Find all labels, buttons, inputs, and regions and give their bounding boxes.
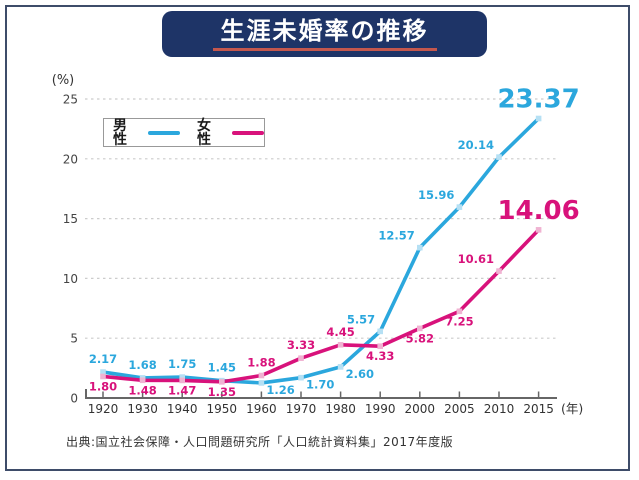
x-tick-label: 1990 (365, 402, 396, 416)
x-tick-label: 2000 (405, 402, 436, 416)
y-tick-label: 15 (63, 212, 78, 226)
source-citation: 出典:国立社会保障・人口問題研究所「人口統計資料集」2017年度版 (66, 435, 454, 449)
data-point-label: 1.35 (208, 385, 236, 399)
data-point-marker (337, 341, 344, 348)
data-point-label: 20.14 (458, 138, 494, 152)
x-tick-label: 1980 (325, 402, 356, 416)
data-point-label: 1.47 (168, 383, 196, 397)
data-point-marker (496, 154, 502, 160)
data-point-label: 2.17 (89, 352, 117, 366)
data-point-label: 10.61 (458, 252, 494, 266)
series-male-line (101, 116, 541, 385)
data-point-label: 4.45 (326, 325, 354, 339)
data-point-label: 5.57 (347, 312, 375, 326)
x-tick-label: 1940 (167, 402, 198, 416)
x-tick-label: 1960 (246, 402, 277, 416)
data-point-label: 1.80 (89, 379, 117, 393)
data-point-label: 15.96 (418, 188, 454, 202)
legend-male-label: 男性 (113, 117, 127, 148)
data-point-marker (456, 308, 463, 315)
data-point-marker (258, 380, 265, 386)
data-point-marker (417, 244, 423, 251)
data-point-label: 1.26 (266, 383, 294, 397)
data-point-marker (377, 328, 383, 335)
data-point-label: 7.25 (445, 314, 473, 328)
final-value-label: 14.06 (497, 196, 579, 226)
y-tick-label: 5 (70, 332, 78, 346)
data-point-marker (535, 227, 542, 233)
data-point-marker (298, 374, 304, 381)
x-tick-label: 1920 (88, 402, 119, 416)
data-point-marker (179, 377, 185, 384)
data-point-label: 1.68 (128, 358, 156, 372)
data-point-marker (535, 115, 542, 122)
y-axis-unit: (%) (52, 73, 75, 88)
data-point-marker (100, 369, 106, 375)
data-point-marker (496, 268, 502, 274)
data-point-label: 3.33 (287, 338, 315, 352)
data-point-label: 5.82 (406, 331, 434, 345)
data-point-label: 1.45 (208, 361, 236, 375)
data-point-label: 4.33 (366, 349, 394, 363)
page-title: 生涯未婚率の推移 (212, 17, 437, 52)
series-female-line (101, 228, 541, 384)
x-axis-unit: (年) (561, 401, 583, 416)
y-tick-label: 10 (63, 272, 78, 286)
x-tick-label: 1930 (127, 402, 158, 416)
data-point-marker (456, 204, 463, 210)
data-point-marker (258, 372, 265, 379)
y-tick-label: 25 (63, 93, 78, 107)
data-point-marker (179, 374, 185, 380)
data-point-label: 12.57 (378, 229, 414, 243)
data-point-label: 1.88 (247, 356, 275, 370)
data-point-label: 1.70 (306, 378, 334, 392)
y-tick-label: 20 (63, 152, 78, 166)
data-point-marker (298, 355, 304, 361)
final-value-label: 23.37 (497, 84, 579, 114)
data-point-marker (100, 373, 106, 380)
legend-female-label: 女性 (197, 117, 211, 148)
x-tick-label: 2010 (484, 402, 515, 416)
legend-female-line-swatch (231, 130, 264, 135)
data-point-label: 2.60 (346, 367, 374, 381)
data-point-marker (417, 325, 423, 332)
data-point-marker (139, 377, 146, 384)
x-tick-label: 1970 (286, 402, 317, 416)
data-point-marker (337, 364, 344, 370)
data-point-label: 1.48 (128, 383, 156, 397)
chart-legend: 男性 女性 (103, 118, 265, 147)
x-tick-label: 2005 (444, 402, 475, 416)
legend-male-line-swatch (147, 130, 180, 135)
title-banner: 生涯未婚率の推移 (162, 11, 487, 57)
data-point-marker (377, 343, 383, 350)
data-point-marker (219, 379, 225, 385)
data-point-label: 1.75 (168, 357, 196, 371)
x-tick-label: 2015 (523, 402, 554, 416)
y-tick-label: 0 (70, 392, 78, 406)
x-tick-label: 1950 (207, 402, 238, 416)
